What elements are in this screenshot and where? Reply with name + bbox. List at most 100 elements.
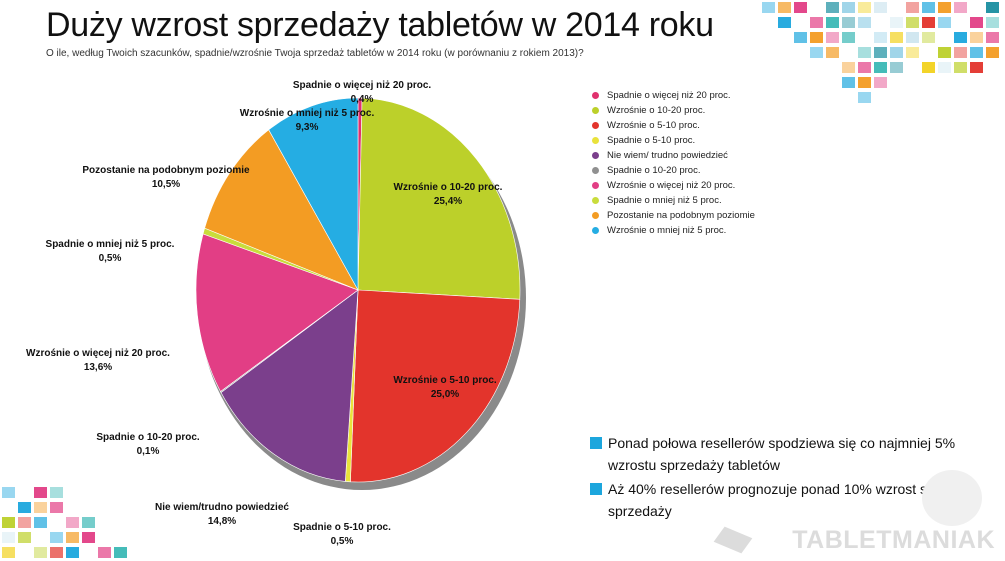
decorative-square (874, 47, 887, 58)
finding-item: Ponad połowa resellerów spodziewa się co… (590, 432, 1000, 476)
decorative-square (906, 47, 919, 58)
decorative-square (842, 32, 855, 43)
legend-label: Wzrośnie o więcej niż 20 proc. (607, 180, 736, 191)
pie-slice (350, 289, 521, 483)
pie-slice (357, 97, 521, 300)
slice-value-label: 9,3% (296, 122, 319, 133)
decorative-square (906, 32, 919, 43)
decorative-square (922, 2, 935, 13)
decorative-square (50, 502, 63, 513)
decorative-square (50, 487, 63, 498)
decorative-square (986, 32, 999, 43)
decorative-square (970, 62, 983, 73)
decorative-square (34, 547, 47, 558)
brand-logo: TABLETMANIAK (792, 526, 995, 554)
legend-item: Wzrośnie o 10-20 proc. (592, 103, 755, 118)
decorative-square (938, 17, 951, 28)
slice-value-label: 0,5% (331, 536, 354, 547)
decorative-square (938, 2, 951, 13)
chart-legend: Spadnie o więcej niż 20 proc. Wzrośnie o … (592, 88, 755, 238)
legend-item: Pozostanie na podobnym poziomie (592, 208, 755, 223)
slice-label: Spadnie o 10-20 proc. (96, 432, 200, 443)
legend-label: Wzrośnie o 5-10 proc. (607, 120, 700, 131)
slice-value-label: 13,6% (84, 362, 112, 373)
legend-item: Wzrośnie o 5-10 proc. (592, 118, 755, 133)
decorative-square (954, 2, 967, 13)
legend-swatch (592, 122, 599, 129)
legend-swatch (592, 182, 599, 189)
slice-value-label: 25,0% (431, 389, 459, 400)
decorative-square (826, 47, 839, 58)
legend-label: Spadnie o mniej niż 5 proc. (607, 195, 722, 206)
slice-value-label: 0,4% (351, 94, 374, 105)
slice-value-label: 10,5% (152, 179, 180, 190)
decorative-square (2, 532, 15, 543)
decorative-square (50, 547, 63, 558)
decorative-square (842, 17, 855, 28)
decorative-square (18, 502, 31, 513)
decorative-square (2, 517, 15, 528)
decorative-square (890, 62, 903, 73)
decorative-square (986, 17, 999, 28)
legend-label: Spadnie o 5-10 proc. (607, 135, 696, 146)
decorative-square (778, 2, 791, 13)
slice-label: Spadnie o mniej niż 5 proc. (46, 239, 175, 250)
decorative-square (794, 32, 807, 43)
slice-value-label: 0,5% (99, 253, 122, 264)
decorative-square (954, 32, 967, 43)
legend-label: Nie wiem/ trudno powiedzieć (607, 150, 728, 161)
legend-label: Pozostanie na podobnym poziomie (607, 210, 755, 221)
decorative-square (858, 92, 871, 103)
decorative-square (874, 62, 887, 73)
legend-item: Spadnie o 5-10 proc. (592, 133, 755, 148)
decorative-square (970, 47, 983, 58)
legend-item: Spadnie o mniej niż 5 proc. (592, 193, 755, 208)
decorative-square (890, 17, 903, 28)
legend-swatch (592, 197, 599, 204)
decorative-square (858, 77, 871, 88)
slice-label: Spadnie o więcej niż 20 proc. (293, 80, 432, 91)
decorative-square (810, 17, 823, 28)
decorative-square (842, 62, 855, 73)
page-title: Duży wzrost sprzedaży tabletów w 2014 ro… (46, 6, 714, 44)
pie-slice (195, 233, 359, 392)
decorative-square (826, 17, 839, 28)
slice-label: Wzrośnie o 5-10 proc. (393, 375, 497, 386)
slice-label: Wzrośnie o 10-20 proc. (394, 182, 503, 193)
bullet-square-icon (590, 483, 602, 495)
decorative-square (826, 32, 839, 43)
legend-item: Wzrośnie o więcej niż 20 proc. (592, 178, 755, 193)
legend-swatch (592, 227, 599, 234)
legend-label: Spadnie o 10-20 proc. (607, 165, 701, 176)
decorative-square (858, 2, 871, 13)
decorative-square (938, 47, 951, 58)
decorative-square (906, 2, 919, 13)
decorative-square (778, 17, 791, 28)
slice-label: Wzrośnie o więcej niż 20 proc. (26, 348, 170, 359)
decorative-square (2, 547, 15, 558)
decorative-square (82, 532, 95, 543)
legend-item: Spadnie o więcej niż 20 proc. (592, 88, 755, 103)
decorative-square (874, 2, 887, 13)
decorative-square (50, 532, 63, 543)
decorative-square (922, 17, 935, 28)
decorative-square (874, 32, 887, 43)
decorative-square (986, 47, 999, 58)
slice-label: Wzrośnie o mniej niż 5 proc. (240, 108, 375, 119)
decorative-square (890, 47, 903, 58)
decorative-square (986, 2, 999, 13)
decorative-square (938, 62, 951, 73)
decorative-square (970, 32, 983, 43)
decorative-square (18, 532, 31, 543)
slice-value-label: 0,1% (137, 446, 160, 457)
survey-question: O ile, według Twoich szacunków, spadnie/… (46, 48, 584, 59)
finding-item: Aż 40% resellerów prognozuje ponad 10% w… (590, 478, 1000, 522)
legend-swatch (592, 137, 599, 144)
legend-swatch (592, 167, 599, 174)
slice-value-label: 14,8% (208, 516, 236, 527)
slice-label: Spadnie o 5-10 proc. (293, 522, 391, 533)
decorative-square (810, 32, 823, 43)
decorative-square (922, 62, 935, 73)
decorative-square (34, 502, 47, 513)
pie-slice (204, 129, 359, 291)
